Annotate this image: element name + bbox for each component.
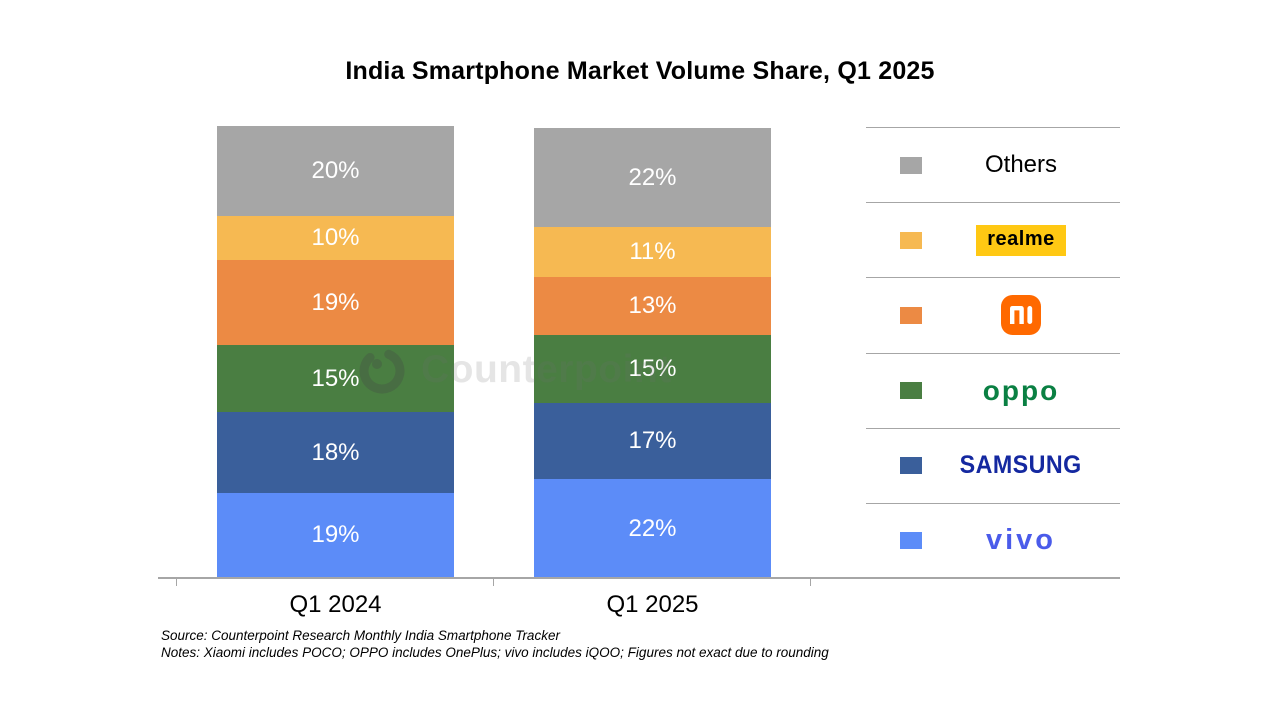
legend-swatch-oppo: [900, 382, 922, 400]
samsung-logo: SAMSUNG: [959, 451, 1083, 480]
segment-value-label: 10%: [311, 223, 360, 251]
legend-row-others: Others: [866, 127, 1120, 202]
segment-value-label: 17%: [628, 426, 677, 454]
vivo-logo: vivo: [985, 524, 1057, 557]
source-note: Source: Counterpoint Research Monthly In…: [161, 628, 560, 643]
x-axis-line: [158, 577, 1120, 579]
legend-swatch-others: [900, 156, 922, 174]
legend-row-xiaomi: [866, 277, 1120, 352]
legend-swatch-samsung: [900, 457, 922, 475]
segment-oppo: 15%: [534, 335, 771, 403]
segment-value-label: 15%: [628, 354, 677, 382]
legend-label-area: vivo: [922, 524, 1120, 557]
others-label: Others: [984, 151, 1058, 179]
x-axis-label-q1-2025: Q1 2025: [606, 591, 699, 618]
legend-label-area: [922, 295, 1120, 336]
legend: Others realme oppo SAMSUNG vivo: [866, 127, 1120, 578]
legend-swatch-xiaomi: [900, 306, 922, 324]
segment-value-label: 15%: [311, 364, 360, 392]
segment-samsung: 18%: [217, 412, 454, 493]
legend-label-area: Others: [922, 151, 1120, 179]
legend-row-realme: realme: [866, 202, 1120, 277]
mi-logo: [1001, 295, 1041, 336]
segment-value-label: 20%: [311, 156, 360, 184]
segment-vivo: 22%: [534, 479, 771, 578]
segment-value-label: 11%: [629, 237, 676, 265]
x-axis-label-q1-2024: Q1 2024: [289, 591, 382, 618]
footnote-block: Source: Counterpoint Research Monthly In…: [161, 627, 829, 661]
segment-realme: 10%: [217, 215, 454, 261]
x-axis-tick: [493, 579, 494, 586]
segment-value-label: 18%: [311, 438, 360, 466]
stacked-bar-q1-2024: 20% 10% 19% 15% 18% 19%: [217, 126, 454, 578]
chart-title: India Smartphone Market Volume Share, Q1…: [345, 57, 935, 85]
legend-swatch-realme: [900, 231, 922, 249]
oppo-logo: oppo: [982, 374, 1060, 406]
legend-label-area: SAMSUNG: [922, 451, 1120, 480]
legend-swatch-vivo: [900, 532, 922, 550]
legend-label-area: oppo: [922, 375, 1120, 407]
realme-logo: realme: [976, 224, 1066, 256]
segment-value-label: 19%: [311, 521, 360, 549]
segment-value-label: 13%: [628, 291, 677, 319]
segment-value-label: 19%: [311, 288, 360, 316]
legend-row-oppo: oppo: [866, 352, 1120, 428]
segment-xiaomi: 13%: [534, 276, 771, 335]
segment-samsung: 17%: [534, 402, 771, 479]
segment-value-label: 22%: [628, 163, 677, 191]
x-axis-tick: [176, 579, 177, 586]
legend-label-area: realme: [922, 224, 1120, 256]
segment-vivo: 19%: [217, 492, 454, 578]
segment-value-label: 22%: [628, 514, 677, 542]
legend-row-vivo: vivo: [866, 502, 1120, 578]
notes-note: Notes: Xiaomi includes POCO; OPPO includ…: [161, 645, 829, 660]
x-axis-tick: [810, 579, 811, 586]
stacked-bar-q1-2025: 22% 11% 13% 15% 17% 22%: [534, 128, 771, 578]
segment-realme: 11%: [534, 227, 771, 277]
segment-xiaomi: 19%: [217, 260, 454, 346]
legend-row-samsung: SAMSUNG: [866, 427, 1120, 503]
segment-others: 22%: [534, 128, 771, 227]
segment-others: 20%: [217, 126, 454, 216]
segment-oppo: 15%: [217, 345, 454, 413]
